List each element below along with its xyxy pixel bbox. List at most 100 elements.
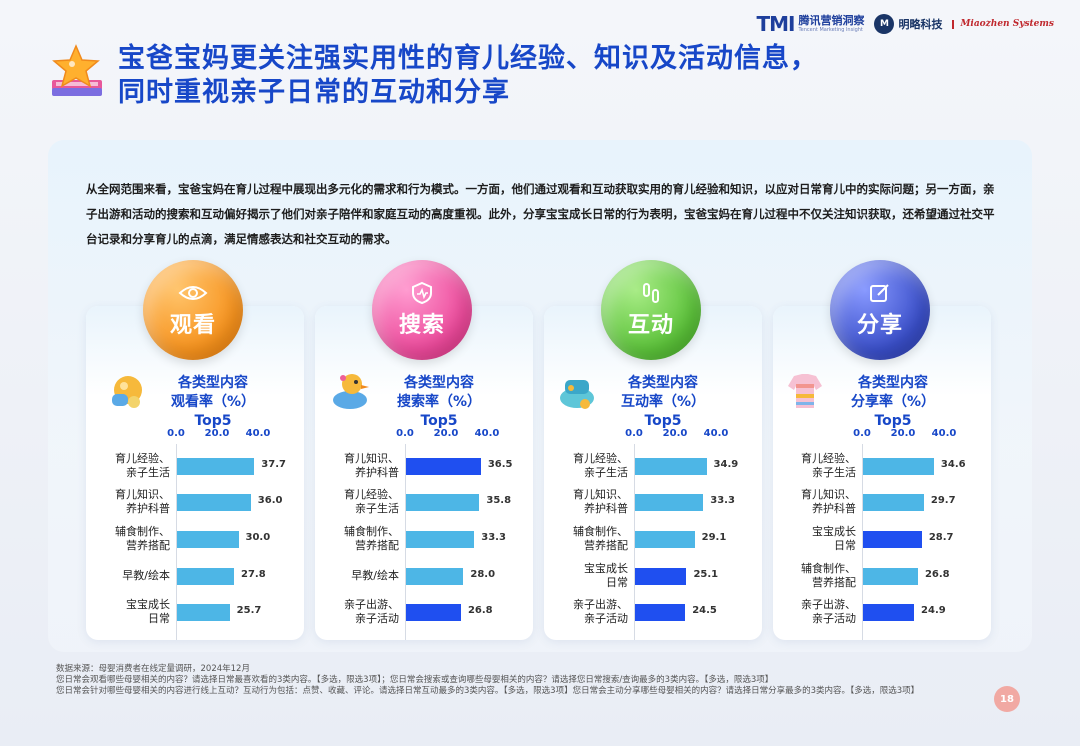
share-label: 分享 <box>856 313 903 338</box>
search-bar <box>406 603 461 621</box>
interact-category-label: 育儿经验、 亲子生活 <box>573 452 628 479</box>
footer-source: 数据来源：母婴消费者在线定量调研，2024年12月 <box>56 664 250 674</box>
star-book-icon <box>52 44 102 96</box>
summary-text: 从全网范围来看，宝爸宝妈在育儿过程中展现出多元化的需求和行为模式。一方面，他们通… <box>86 182 995 246</box>
share-axis-tick: 0.0 <box>853 428 871 439</box>
link-icon <box>643 283 659 303</box>
edit-icon <box>870 284 889 302</box>
watch-bar <box>177 530 239 548</box>
interact-bar <box>635 493 704 511</box>
search-bar-value: 33.3 <box>481 532 506 543</box>
search-axis-tick: 40.0 <box>474 428 500 439</box>
interact-label: 互动 <box>627 313 674 338</box>
search-bar-value: 28.0 <box>470 569 496 580</box>
interact-bubble: 互动 <box>601 260 701 360</box>
interact-bar-value: 25.1 <box>693 569 719 580</box>
search-category-label: 育儿经验、 亲子生活 <box>344 488 399 515</box>
interact-bar-value: 34.9 <box>713 459 739 470</box>
page-title-line1: 宝爸宝妈更关注强实用性的育儿经验、知识及活动信息， <box>118 43 818 74</box>
share-category-label: 辅食制作、 营养搭配 <box>801 562 856 589</box>
footer-notes: 数据来源：母婴消费者在线定量调研，2024年12月 您日常会观看哪些母婴相关的内… <box>56 664 1016 697</box>
interact-bar-value: 24.5 <box>692 605 717 616</box>
search-subtitle-line1: 各类型内容 <box>404 375 474 391</box>
watch-bar-value: 25.7 <box>236 605 262 616</box>
footer-question-1: 您日常会观看哪些母婴相关的内容？请选择日常最喜欢看的3类内容。【多选，限选3项】… <box>56 675 774 685</box>
interact-category-label: 宝宝成长 日常 <box>584 562 628 589</box>
share-category-label: 宝宝成长 日常 <box>812 525 856 552</box>
search-category-label: 育儿知识、 养护科普 <box>344 452 399 479</box>
search-category-label: 辅食制作、 营养搭配 <box>344 525 399 552</box>
interact-axis-tick: 20.0 <box>662 428 688 439</box>
watch-subtitle: 各类型内容 观看率（%） Top5 <box>148 374 278 431</box>
share-bar <box>863 530 922 548</box>
watch-label: 观看 <box>169 313 216 338</box>
interact-bar <box>635 603 686 621</box>
interact-subtitle-line1: 各类型内容 <box>628 375 698 391</box>
interact-category-label: 育儿知识、 养护科普 <box>573 488 628 515</box>
search-category-label: 早教/绘本 <box>351 569 399 582</box>
share-bar-value: 34.6 <box>940 459 966 470</box>
share-bar <box>863 493 924 511</box>
share-bar <box>863 567 918 585</box>
share-bar-value: 29.7 <box>930 495 956 506</box>
interact-subtitle-line2: 互动率（%） <box>620 394 706 410</box>
search-category-label: 亲子出游、 亲子活动 <box>344 598 399 625</box>
search-label: 搜索 <box>398 313 445 338</box>
tmi-logo-mark: TMI <box>756 12 795 36</box>
share-bar-value: 26.8 <box>924 569 950 580</box>
search-subtitle: 各类型内容 搜索率（%） Top5 <box>374 374 504 431</box>
toy-phone-mascot-icon <box>560 380 594 409</box>
watch-bar-value: 36.0 <box>257 495 283 506</box>
search-bar-value: 26.8 <box>467 605 493 616</box>
search-bar <box>406 493 480 511</box>
interact-bar <box>635 530 695 548</box>
search-subtitle-line2: 搜索率（%） <box>396 394 482 410</box>
share-bar <box>863 457 934 475</box>
search-bubble: 搜索 <box>372 260 472 360</box>
watch-category-label: 早教/绘本 <box>122 569 170 582</box>
watch-category-label: 育儿经验、 亲子生活 <box>115 452 170 479</box>
share-subtitle: 各类型内容 分享率（%） Top5 <box>828 374 958 431</box>
miaozhen-logo: Miaozhen Systems <box>952 19 1054 29</box>
interact-axis-line <box>634 444 635 640</box>
watch-bar <box>177 603 230 621</box>
search-bar-value: 35.8 <box>486 495 512 506</box>
watch-axis-tick: 0.0 <box>167 428 185 439</box>
share-axis-tick: 40.0 <box>931 428 957 439</box>
watch-bubble: 观看 <box>143 260 243 360</box>
share-axis-line <box>862 444 863 640</box>
share-subtitle-line3: Top5 <box>874 413 912 429</box>
page-number: 18 <box>994 686 1020 712</box>
interact-subtitle-line3: Top5 <box>644 413 682 429</box>
search-axis-line <box>405 444 406 640</box>
share-subtitle-line2: 分享率（%） <box>850 394 936 410</box>
watch-subtitle-line3: Top5 <box>194 413 232 429</box>
header-logos: TMI 腾讯营销洞察 Tencent Marketing Insight M 明… <box>756 12 1054 36</box>
interact-bar <box>635 457 707 475</box>
search-axis-tick: 0.0 <box>396 428 414 439</box>
watch-bar-value: 30.0 <box>245 532 271 543</box>
watch-axis-tick: 20.0 <box>204 428 230 439</box>
eye-icon <box>178 286 208 300</box>
watch-bar-value: 27.8 <box>240 569 266 580</box>
search-axis-tick: 20.0 <box>433 428 459 439</box>
search-bar <box>406 567 464 585</box>
watch-bar <box>177 457 255 475</box>
mininglamp-logo-cn: 明略科技 <box>898 18 943 31</box>
interact-bar <box>635 567 687 585</box>
search-bar-value: 36.5 <box>487 459 513 470</box>
interact-bar-value: 29.1 <box>701 532 727 543</box>
share-subtitle-line1: 各类型内容 <box>858 375 928 391</box>
interact-axis-tick: 40.0 <box>703 428 729 439</box>
search-bar <box>406 457 481 475</box>
duck-mascot-icon <box>333 374 369 409</box>
watch-subtitle-line1: 各类型内容 <box>178 375 248 391</box>
interact-axis-tick: 0.0 <box>625 428 643 439</box>
interact-category-label: 辅食制作、 营养搭配 <box>573 525 628 552</box>
tmi-logo-cn: 腾讯营销洞察 <box>798 14 865 27</box>
share-category-label: 育儿知识、 养护科普 <box>801 488 856 515</box>
share-category-label: 育儿经验、 亲子生活 <box>801 452 856 479</box>
search-subtitle-line3: Top5 <box>420 413 458 429</box>
pacifier-mascot-icon <box>112 376 142 408</box>
page-title-line2: 同时重视亲子日常的互动和分享 <box>118 77 510 108</box>
